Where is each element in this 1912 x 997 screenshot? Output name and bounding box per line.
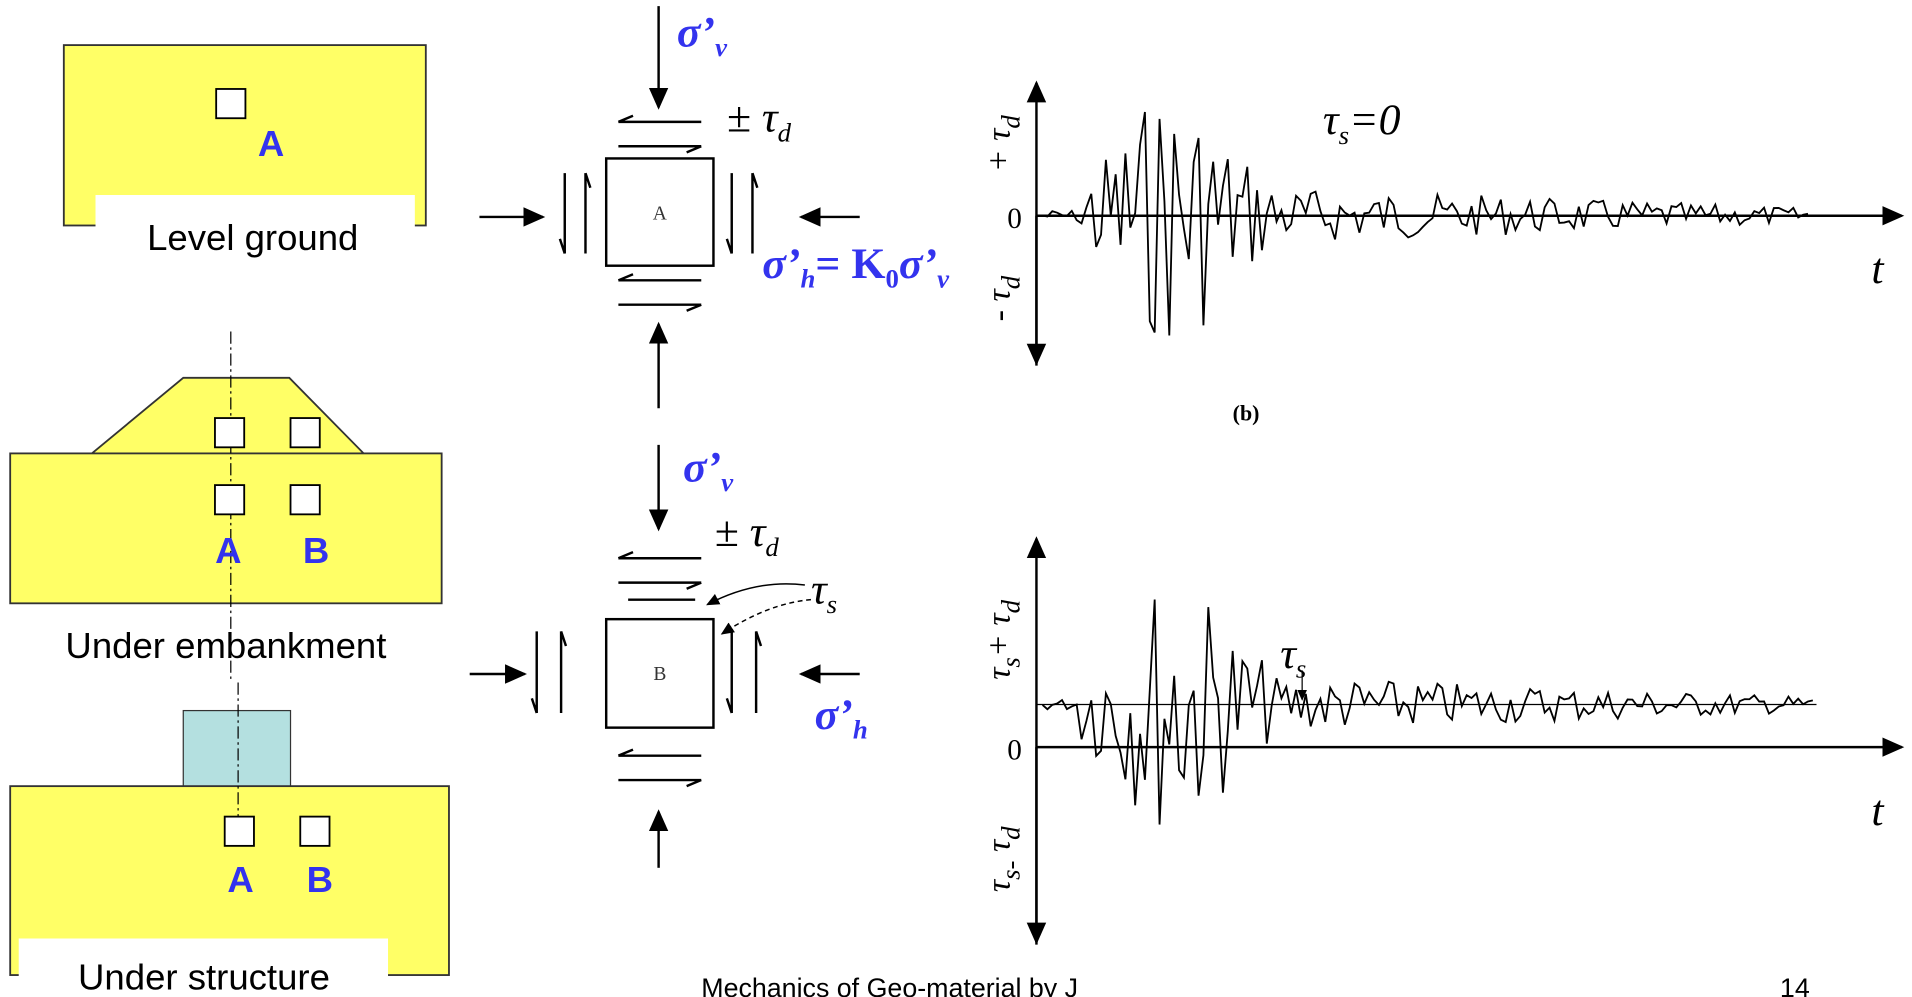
note: τs: [1280, 630, 1306, 684]
label: A: [258, 123, 284, 164]
zero-label: 0: [1007, 203, 1022, 235]
caption: Level ground: [147, 217, 358, 258]
label: A: [227, 859, 253, 900]
embankment-panel: A B Under embankment: [9, 331, 443, 683]
plot-slope: τs+ τd 0 τs- τd τs t: [981, 536, 1905, 945]
label: B: [307, 859, 333, 900]
label: B: [303, 530, 329, 571]
footer: Mechanics of Geo-material by J: [701, 973, 1078, 997]
element-label: A: [653, 203, 667, 224]
note: τs=0: [1323, 96, 1401, 150]
page-number: 14: [1780, 973, 1810, 997]
t-label: t: [1871, 245, 1885, 293]
sigma-h: σ’h: [815, 691, 868, 745]
caption: (b): [1233, 400, 1260, 425]
plot-level: + τd 0 - τd τs=0 t (b): [981, 80, 1905, 425]
caption: Under embankment: [65, 625, 386, 666]
tau-d: ± τd: [727, 94, 792, 148]
element-a: A σ’v ± τd σ’h= K0σ’v: [479, 6, 950, 409]
label: A: [215, 530, 241, 571]
structure-panel: A B Under structure: [9, 682, 450, 997]
tau-d: ± τd: [715, 508, 780, 562]
axis-label: - τd: [981, 275, 1026, 321]
axis-label: + τd: [981, 115, 1026, 173]
caption: Under structure: [78, 957, 330, 997]
axis-label: τs- τd: [981, 826, 1026, 892]
sigma-v: σ’v: [683, 443, 734, 497]
sigma-v: σ’v: [677, 8, 728, 62]
axis-label: τs+ τd: [981, 599, 1026, 679]
tau-s: τs: [811, 565, 837, 619]
zero-label: 0: [1007, 734, 1022, 766]
t-label: t: [1871, 787, 1885, 835]
element-b: B σ’v ± τd τs σ’h: [469, 443, 868, 868]
element-label: B: [653, 664, 666, 685]
sigma-h: σ’h= K0σ’v: [762, 240, 950, 294]
level-ground-panel: A Level ground: [62, 44, 427, 263]
